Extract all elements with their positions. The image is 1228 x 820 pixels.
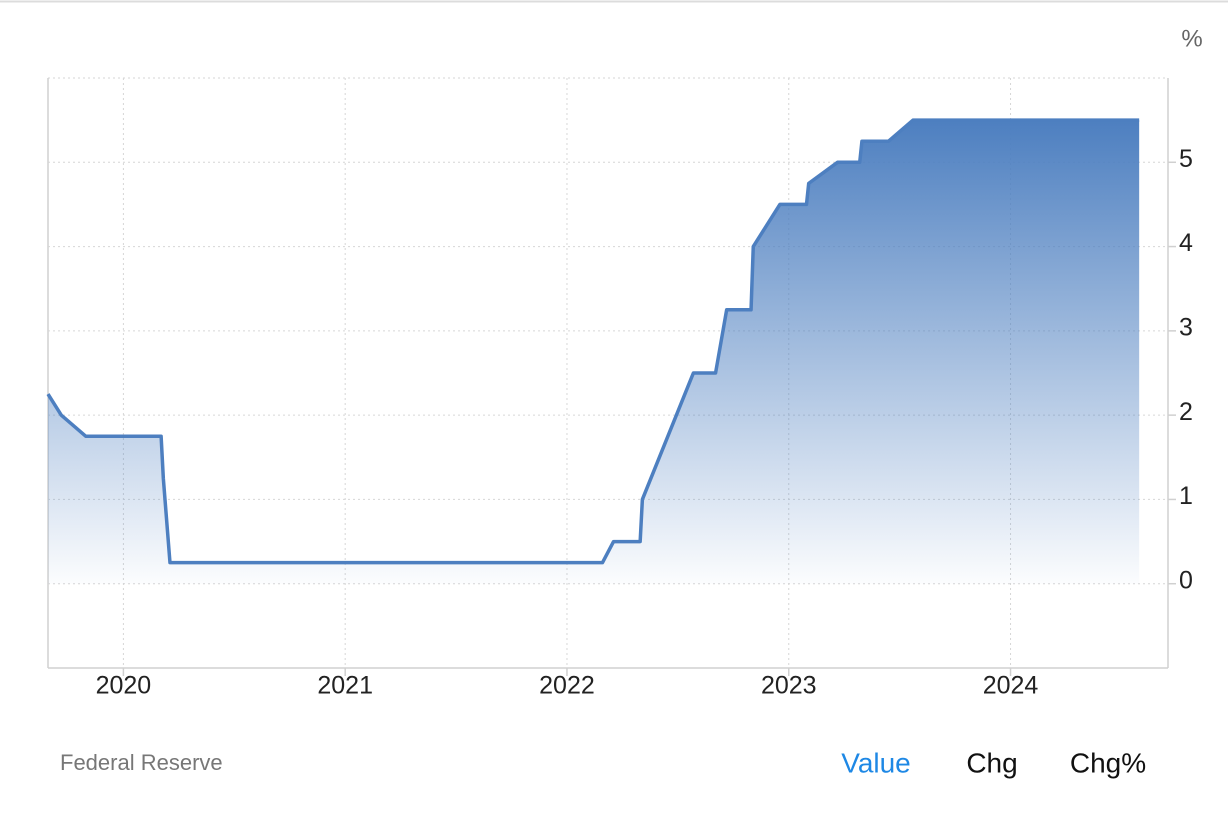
x-tick-label: 2021 (317, 672, 373, 700)
y-tick-label: 3 (1179, 313, 1193, 341)
area-fill (48, 120, 1140, 584)
tabs: Value Chg Chg% (841, 747, 1146, 778)
x-tick-label: 2022 (539, 672, 595, 700)
tab[interactable]: Chg% (1070, 747, 1146, 778)
y-tick-label: 0 (1179, 566, 1193, 594)
tab[interactable]: Chg (966, 747, 1017, 778)
y-tick-label: 5 (1179, 145, 1193, 173)
x-tick-label: 2024 (983, 672, 1039, 700)
y-tick-label: 1 (1179, 482, 1193, 510)
tab[interactable]: Value (841, 747, 911, 778)
x-tick-label: 2023 (761, 672, 817, 700)
x-tick-label: 2020 (96, 672, 152, 700)
source: Federal Reserve (60, 750, 223, 775)
unit-label: % (1181, 25, 1202, 52)
line (46, 118, 1140, 565)
y-tick-label: 4 (1179, 229, 1193, 257)
y-tick-label: 2 (1179, 398, 1193, 426)
